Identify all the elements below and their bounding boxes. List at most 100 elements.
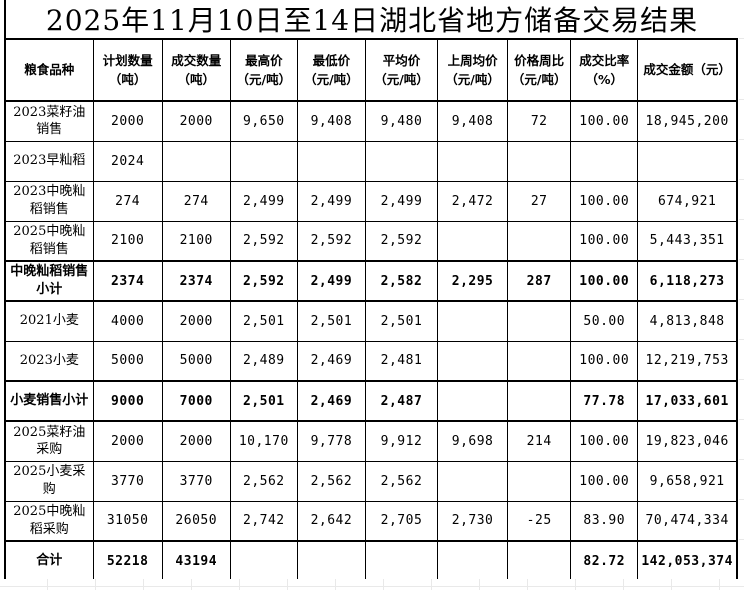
column-header-week-change: 价格周比 （元/吨） xyxy=(507,38,572,102)
table-cell: 2,469 xyxy=(296,380,366,422)
table-cell: 2000 xyxy=(92,100,163,142)
table-cell: 274 xyxy=(92,180,163,222)
table-cell: 10,170 xyxy=(229,420,298,462)
table-cell xyxy=(437,540,509,582)
table-cell: 2,499 xyxy=(296,260,366,302)
table-cell: 2,489 xyxy=(229,340,298,382)
sheet-gridlines-right xyxy=(739,38,744,579)
table-row: 2023早籼稻 2024 xyxy=(4,140,738,182)
table-cell: 9,408 xyxy=(437,100,509,142)
table-cell: 100.00 xyxy=(570,180,639,222)
table-cell xyxy=(437,460,509,502)
table-cell: 70,474,334 xyxy=(637,500,738,542)
table-cell: 100.00 xyxy=(570,100,639,142)
table-cell: 50.00 xyxy=(570,300,639,342)
column-header-traded-qty: 成交数量 （吨） xyxy=(161,38,231,102)
table-cell: 5000 xyxy=(161,340,231,382)
trade-results-table: 粮食品种 计划数量 （吨） 成交数量 （吨） 最高价 （元/吨） 最低价 （元/… xyxy=(4,38,738,582)
table-cell: 2,501 xyxy=(364,300,439,342)
table-cell: 9,698 xyxy=(437,420,509,462)
row-label: 2025中晚籼稻采购 xyxy=(4,500,94,542)
table-cell: 5,443,351 xyxy=(637,220,738,262)
table-cell: 9,658,921 xyxy=(637,460,738,502)
table-cell: 100.00 xyxy=(570,220,639,262)
table-cell: 2,472 xyxy=(437,180,509,222)
table-cell: 18,945,200 xyxy=(637,100,738,142)
table-cell xyxy=(570,140,639,182)
table-cell xyxy=(437,340,509,382)
subtotal-row-rice: 中晚籼稻销售小计 2374 2374 2,592 2,499 2,582 2,2… xyxy=(4,260,738,302)
table-cell: 2,592 xyxy=(364,220,439,262)
table-cell: 3770 xyxy=(161,460,231,502)
table-cell xyxy=(296,140,366,182)
table-cell xyxy=(437,380,509,422)
table-cell xyxy=(637,140,738,182)
column-header-trade-ratio: 成交比率 （%） xyxy=(570,38,639,102)
column-header-trade-amount: 成交金额（元） xyxy=(637,38,738,102)
table-cell: 43194 xyxy=(161,540,231,582)
table-cell: 2,562 xyxy=(229,460,298,502)
table-cell xyxy=(437,220,509,262)
column-header-avg-price: 平均价 （元/吨） xyxy=(364,38,439,102)
row-label: 2023中晚籼稻销售 xyxy=(4,180,94,222)
table-cell: 2000 xyxy=(161,300,231,342)
table-cell xyxy=(296,540,366,582)
report-title: 2025年11月10日至14日湖北省地方储备交易结果 xyxy=(4,0,738,38)
column-header-planned-qty: 计划数量 （吨） xyxy=(92,38,163,102)
table-cell: 9,408 xyxy=(296,100,366,142)
table-cell: 2024 xyxy=(92,140,163,182)
table-cell: 2,499 xyxy=(229,180,298,222)
table-cell: 17,033,601 xyxy=(637,380,738,422)
table-row: 2025中晚籼稻采购 31050 26050 2,742 2,642 2,705… xyxy=(4,500,738,542)
table-cell: 6,118,273 xyxy=(637,260,738,302)
table-cell: 4000 xyxy=(92,300,163,342)
table-cell: 287 xyxy=(507,260,572,302)
table-cell: 2,642 xyxy=(296,500,366,542)
table-cell: 9000 xyxy=(92,380,163,422)
row-label: 2023菜籽油销售 xyxy=(4,100,94,142)
table-cell: 9,778 xyxy=(296,420,366,462)
table-cell: 2100 xyxy=(161,220,231,262)
table-cell: 9,650 xyxy=(229,100,298,142)
row-label: 2023早籼稻 xyxy=(4,140,94,182)
table-row: 2021小麦 4000 2000 2,501 2,501 2,501 50.00… xyxy=(4,300,738,342)
table-cell: 26050 xyxy=(161,500,231,542)
table-cell xyxy=(507,380,572,422)
table-cell: 77.78 xyxy=(570,380,639,422)
table-cell: 4,813,848 xyxy=(637,300,738,342)
table-row: 2023小麦 5000 5000 2,489 2,469 2,481 100.0… xyxy=(4,340,738,382)
table-cell: 100.00 xyxy=(570,340,639,382)
row-label: 中晚籼稻销售小计 xyxy=(4,260,94,302)
table-cell: 2374 xyxy=(161,260,231,302)
table-cell: 2000 xyxy=(161,420,231,462)
row-label: 合计 xyxy=(4,540,94,582)
column-header-low-price: 最低价 （元/吨） xyxy=(296,38,366,102)
table-cell: 19,823,046 xyxy=(637,420,738,462)
table-cell: 214 xyxy=(507,420,572,462)
table-cell xyxy=(437,300,509,342)
sheet-gridlines-bottom xyxy=(0,579,744,590)
table-cell: 2,499 xyxy=(296,180,366,222)
table-row: 2025小麦采购 3770 3770 2,562 2,562 2,562 100… xyxy=(4,460,738,502)
table-cell: 2,487 xyxy=(364,380,439,422)
table-cell: 2,705 xyxy=(364,500,439,542)
table-row: 2023中晚籼稻销售 274 274 2,499 2,499 2,499 2,4… xyxy=(4,180,738,222)
table-cell: 7000 xyxy=(161,380,231,422)
table-cell xyxy=(437,140,509,182)
table-cell: 83.90 xyxy=(570,500,639,542)
table-cell: 2000 xyxy=(161,100,231,142)
table-cell xyxy=(507,300,572,342)
table-cell xyxy=(507,540,572,582)
table-cell: 2,501 xyxy=(229,300,298,342)
table-cell: -25 xyxy=(507,500,572,542)
table-cell: 9,480 xyxy=(364,100,439,142)
column-header-lastweek-avg: 上周均价 （元/吨） xyxy=(437,38,509,102)
table-cell: 142,053,374 xyxy=(637,540,738,582)
column-header-variety: 粮食品种 xyxy=(4,38,94,102)
row-label: 2025菜籽油采购 xyxy=(4,420,94,462)
table-cell xyxy=(229,140,298,182)
table-cell: 2,592 xyxy=(229,260,298,302)
table-cell xyxy=(507,220,572,262)
table-cell xyxy=(507,340,572,382)
